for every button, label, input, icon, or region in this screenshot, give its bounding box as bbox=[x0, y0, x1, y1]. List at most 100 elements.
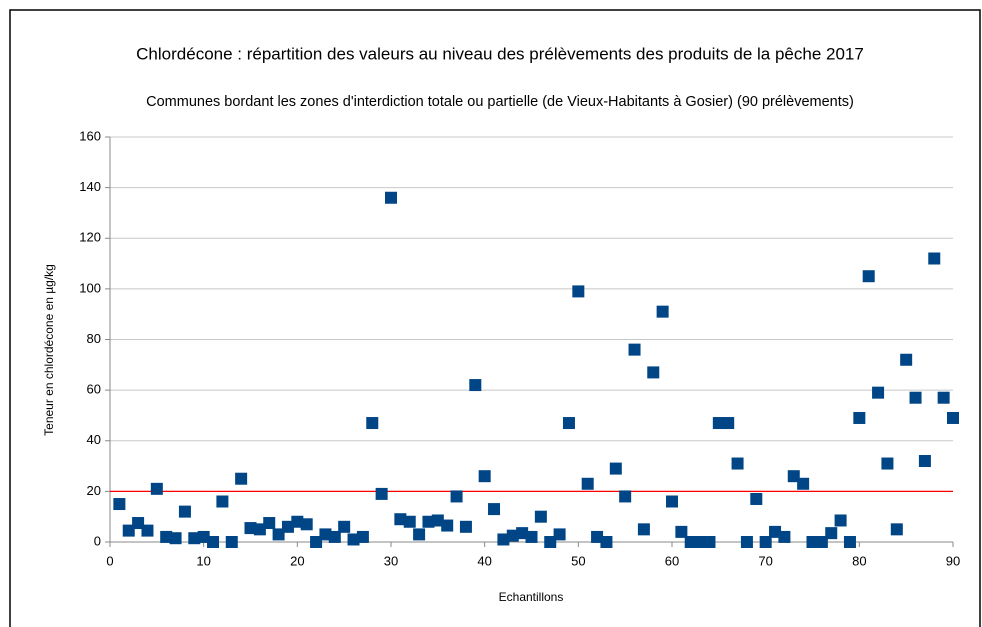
point bbox=[525, 530, 538, 543]
point bbox=[843, 536, 856, 548]
point bbox=[591, 530, 604, 543]
x-axis-label: Echantillons bbox=[499, 590, 564, 604]
y-tick-label: 80 bbox=[87, 331, 101, 346]
point bbox=[750, 492, 763, 505]
point bbox=[385, 191, 397, 204]
point bbox=[947, 411, 959, 424]
point bbox=[431, 514, 444, 527]
point bbox=[937, 391, 950, 404]
point bbox=[375, 487, 388, 500]
point bbox=[572, 285, 585, 298]
point bbox=[478, 470, 491, 483]
point bbox=[909, 391, 922, 404]
point bbox=[872, 386, 885, 399]
point bbox=[141, 524, 154, 537]
y-tick-label: 40 bbox=[87, 432, 101, 447]
point bbox=[328, 530, 341, 543]
point bbox=[319, 528, 332, 541]
point bbox=[403, 515, 416, 528]
chart-subtitle: Communes bordant les zones d'interdictio… bbox=[146, 94, 854, 110]
point bbox=[178, 505, 191, 518]
point bbox=[581, 477, 594, 490]
x-tick-label: 90 bbox=[946, 553, 960, 568]
point bbox=[366, 417, 379, 430]
point bbox=[207, 536, 220, 548]
point bbox=[666, 495, 678, 508]
point bbox=[469, 379, 482, 392]
y-tick-label: 60 bbox=[87, 382, 101, 397]
point bbox=[740, 536, 753, 548]
point bbox=[422, 515, 435, 528]
point bbox=[890, 523, 903, 536]
y-tick-label: 160 bbox=[79, 128, 101, 143]
point bbox=[160, 530, 173, 543]
x-tick-label: 20 bbox=[290, 553, 304, 568]
point bbox=[600, 536, 613, 548]
x-tick-label: 40 bbox=[477, 553, 491, 568]
x-tick-label: 50 bbox=[571, 553, 585, 568]
point bbox=[169, 532, 182, 545]
point bbox=[132, 517, 145, 530]
point bbox=[253, 523, 266, 536]
point bbox=[806, 536, 819, 548]
point bbox=[413, 528, 426, 541]
point bbox=[562, 417, 575, 430]
x-tick-label: 80 bbox=[852, 553, 866, 568]
point bbox=[759, 536, 772, 548]
point bbox=[459, 520, 472, 533]
point bbox=[113, 498, 126, 511]
point bbox=[291, 515, 304, 528]
point bbox=[263, 517, 276, 530]
point bbox=[516, 527, 529, 540]
point bbox=[216, 495, 229, 508]
point bbox=[347, 533, 360, 546]
x-tick-label: 30 bbox=[384, 553, 398, 568]
point bbox=[637, 523, 650, 536]
point bbox=[122, 524, 135, 537]
point bbox=[544, 536, 557, 548]
point bbox=[712, 417, 725, 430]
point bbox=[197, 530, 210, 543]
point bbox=[881, 457, 894, 470]
point bbox=[628, 343, 641, 356]
x-tick-label: 70 bbox=[758, 553, 772, 568]
point bbox=[534, 510, 547, 523]
point bbox=[609, 462, 622, 475]
point bbox=[778, 530, 791, 543]
point bbox=[797, 477, 810, 490]
point bbox=[272, 528, 285, 541]
point bbox=[497, 533, 510, 546]
point bbox=[787, 470, 800, 483]
y-axis-label: Teneur en chlordécone en µg/kg bbox=[42, 264, 56, 436]
point bbox=[338, 520, 351, 533]
point bbox=[300, 518, 313, 531]
chart-title: Chlordécone : répartition des valeurs au… bbox=[136, 44, 864, 63]
point bbox=[703, 536, 716, 548]
point bbox=[862, 270, 875, 283]
point bbox=[356, 530, 369, 543]
point bbox=[244, 522, 257, 535]
point bbox=[488, 503, 501, 516]
x-tick-label: 0 bbox=[106, 553, 113, 568]
point bbox=[815, 536, 828, 548]
x-tick-label: 10 bbox=[196, 553, 210, 568]
point bbox=[647, 366, 660, 379]
point bbox=[450, 490, 463, 503]
point bbox=[441, 519, 454, 532]
point bbox=[235, 472, 248, 485]
x-tick-label: 60 bbox=[665, 553, 679, 568]
point bbox=[900, 353, 913, 366]
point bbox=[394, 513, 407, 526]
point bbox=[619, 490, 632, 503]
frame bbox=[9, 9, 981, 627]
point bbox=[506, 529, 519, 542]
point bbox=[825, 527, 838, 540]
y-tick-label: 0 bbox=[94, 533, 101, 548]
point bbox=[310, 536, 323, 548]
point bbox=[853, 411, 866, 424]
point bbox=[281, 520, 294, 533]
y-tick-label: 140 bbox=[79, 179, 101, 194]
point bbox=[918, 455, 931, 467]
point bbox=[675, 525, 688, 538]
point bbox=[731, 457, 744, 470]
